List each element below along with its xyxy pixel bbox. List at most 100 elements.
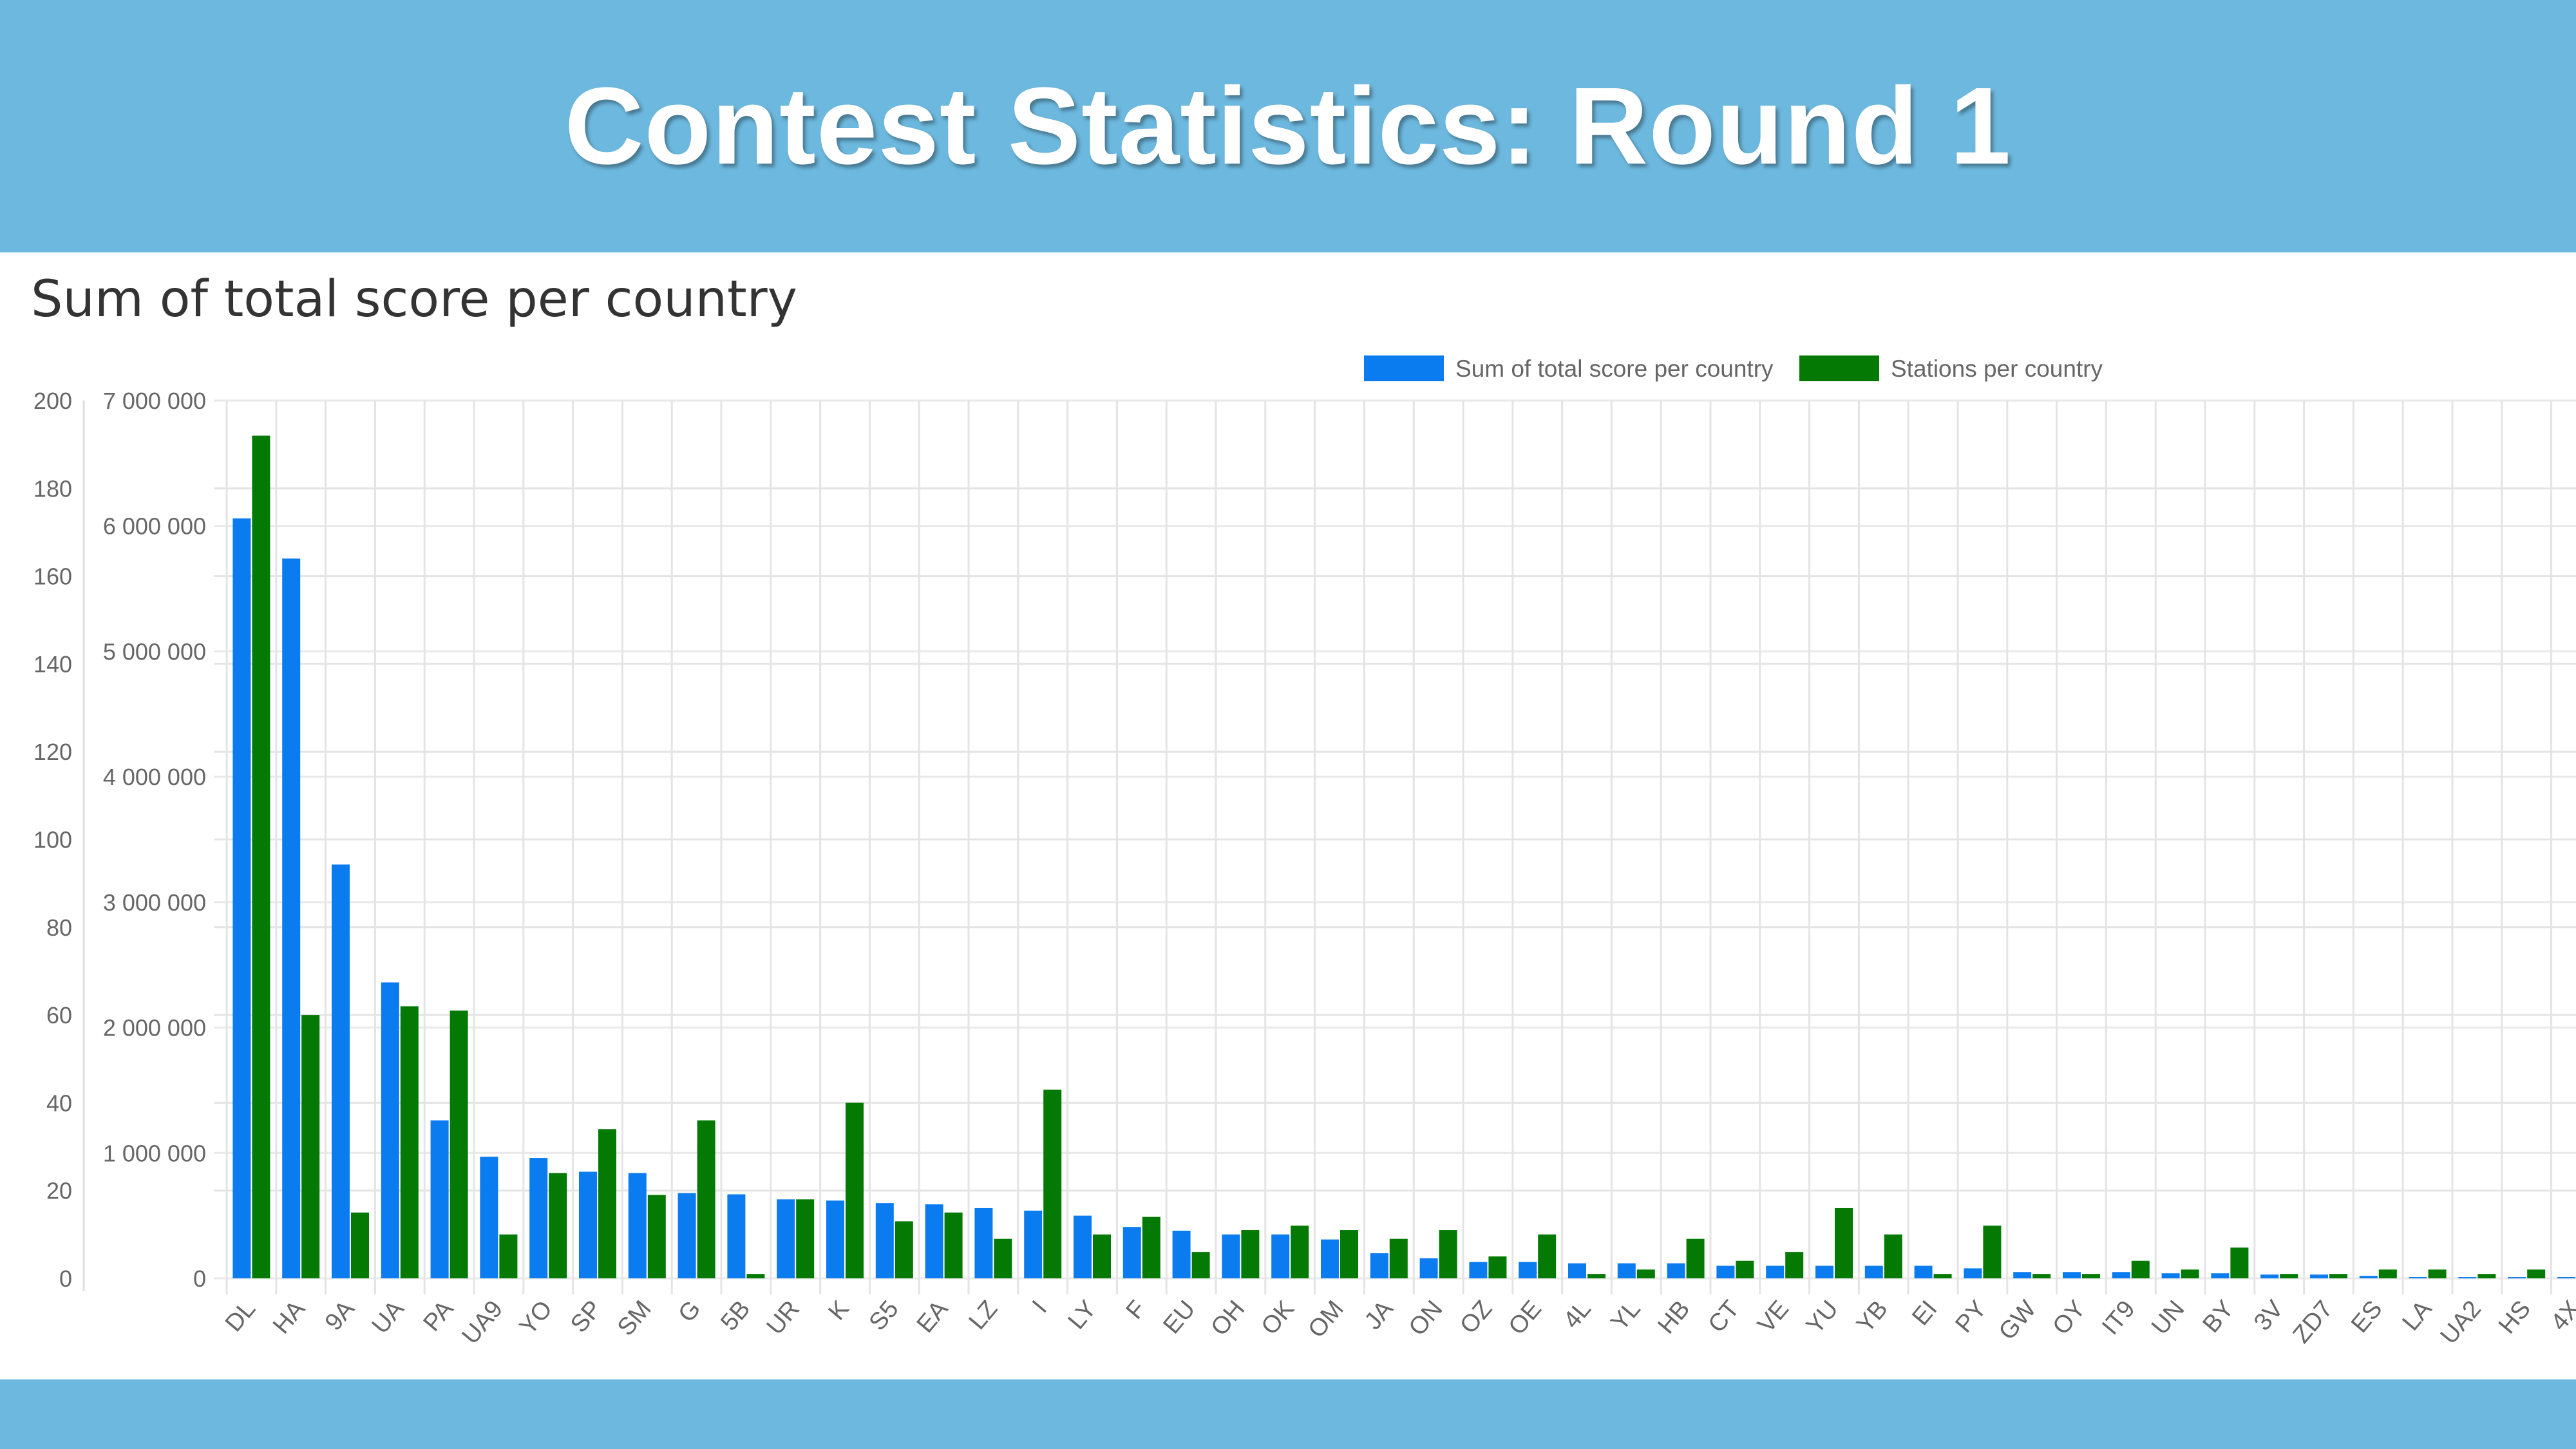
x-tick-label: 9A	[320, 1295, 360, 1336]
x-tick-label: HA	[268, 1295, 311, 1339]
bar-score-BY	[2211, 1273, 2230, 1278]
x-tick-label: UA	[367, 1295, 410, 1339]
bar-score-ES	[2359, 1276, 2378, 1278]
bar-stations-UA9	[499, 1234, 518, 1278]
bar-chart: 0 20 40 60 80 100 120 140 160 180 200 0 1 000 000 2 0…	[33, 355, 2576, 1350]
bar-score-OM	[1321, 1239, 1339, 1278]
x-tick-label: YB	[1852, 1296, 1893, 1338]
bar-score-9A	[332, 864, 350, 1278]
bar-score-EA	[925, 1204, 943, 1278]
chart-panel: Sum of total score per country 0 20 40 60 80…	[0, 252, 2576, 1379]
x-tick-label: IT9	[2097, 1296, 2140, 1340]
bar-stations-EI	[1933, 1274, 1952, 1278]
bar-stations-F	[1142, 1217, 1160, 1278]
x-tick-label: OZ	[1455, 1296, 1497, 1339]
x-tick-label: PA	[419, 1295, 459, 1336]
x-tick-label: G	[673, 1296, 706, 1328]
bar-score-4X	[2557, 1277, 2575, 1279]
bar-stations-HS	[2527, 1269, 2546, 1278]
x-tick-label: OK	[1256, 1296, 1300, 1340]
bar-stations-ES	[2378, 1269, 2397, 1278]
x-tick-label: YU	[1801, 1296, 1844, 1339]
bar-stations-DL	[252, 435, 270, 1278]
bar-stations-EU	[1191, 1252, 1210, 1278]
slide-title: Contest Statistics: Round 1	[564, 65, 2012, 187]
bar-score-OH	[1222, 1234, 1240, 1278]
bar-stations-OM	[1340, 1230, 1358, 1278]
legend-label-stations: Stations per country	[1891, 355, 2103, 382]
x-tick-label: ZD7	[2288, 1296, 2338, 1349]
bar-score-PY	[1964, 1268, 1982, 1278]
x-tick-label: LZ	[964, 1296, 1003, 1335]
x-tick-label: SM	[612, 1296, 657, 1341]
x-tick-label: EA	[912, 1295, 954, 1338]
x-tick-label: ON	[1404, 1296, 1448, 1341]
bar-score-UA	[381, 982, 399, 1278]
bar-stations-5B	[746, 1274, 765, 1278]
x-tick-label: ES	[2346, 1296, 2388, 1338]
bar-score-ON	[1419, 1258, 1438, 1278]
bar-stations-I	[1043, 1089, 1062, 1278]
x-tick-label: CT	[1703, 1296, 1745, 1338]
bar-stations-HA	[301, 1015, 320, 1278]
bar-stations-CT	[1736, 1260, 1754, 1278]
y-tick-label-score: 5 000 000	[103, 638, 206, 665]
bar-score-UN	[2161, 1273, 2180, 1278]
bar-score-LA	[2409, 1277, 2427, 1279]
y-tick-label-stations: 60	[46, 1002, 72, 1028]
bar-stations-YB	[1884, 1234, 1902, 1278]
y-tick-label-stations: 0	[59, 1265, 72, 1292]
bar-score-YU	[1815, 1265, 1833, 1278]
bar-stations-ON	[1439, 1230, 1457, 1278]
bar-score-SP	[579, 1171, 597, 1278]
x-tick-label: I	[1027, 1296, 1052, 1318]
bar-score-PA	[430, 1120, 449, 1278]
bar-score-YO	[529, 1158, 548, 1278]
x-tick-label: UA2	[2436, 1296, 2487, 1350]
bar-stations-OY	[2082, 1274, 2100, 1278]
bar-stations-OK	[1291, 1226, 1309, 1278]
x-tick-label: JA	[1359, 1295, 1399, 1334]
bar-score-S5	[875, 1203, 894, 1278]
bar-stations-LZ	[994, 1238, 1012, 1278]
x-tick-label: OM	[1303, 1296, 1349, 1343]
bar-stations-YO	[549, 1173, 567, 1278]
bar-stations-G	[697, 1120, 715, 1278]
bar-stations-ZD7	[2329, 1274, 2347, 1278]
y-tick-label-stations: 200	[33, 388, 72, 414]
x-tick-label: 4X	[2546, 1296, 2576, 1336]
bar-score-G	[677, 1193, 696, 1278]
bar-score-OZ	[1469, 1262, 1488, 1278]
bar-score-K	[826, 1200, 844, 1278]
x-tick-label: OH	[1206, 1296, 1250, 1341]
x-tick-label: 4L	[1558, 1296, 1596, 1334]
y-tick-label-score: 2 000 000	[103, 1015, 206, 1041]
bar-score-I	[1024, 1210, 1043, 1278]
bar-score-HS	[2508, 1277, 2526, 1279]
bar-score-VE	[1766, 1265, 1785, 1278]
bar-stations-UA	[400, 1006, 419, 1278]
bar-score-UA2	[2458, 1277, 2477, 1279]
x-tick-label: GW	[1994, 1296, 2041, 1345]
y-tick-label-score: 3 000 000	[103, 889, 206, 916]
bar-score-GW	[2013, 1272, 2032, 1278]
bar-score-UR	[777, 1199, 795, 1278]
bar-stations-OH	[1241, 1230, 1260, 1278]
bar-score-JA	[1370, 1253, 1388, 1278]
bar-score-YB	[1864, 1265, 1883, 1278]
y-tick-label-stations: 140	[33, 651, 72, 677]
y-tick-label-score: 0	[193, 1265, 206, 1292]
bar-stations-SM	[647, 1195, 666, 1278]
bar-stations-EA	[944, 1212, 963, 1278]
legend-swatch-score	[1364, 355, 1444, 381]
bar-score-EI	[1914, 1265, 1933, 1278]
bar-stations-OE	[1538, 1234, 1557, 1278]
bar-score-DL	[232, 518, 251, 1278]
x-tick-label: HB	[1653, 1296, 1695, 1339]
bar-score-HA	[282, 558, 301, 1278]
bar-stations-IT9	[2131, 1260, 2150, 1278]
x-tick-label: EU	[1158, 1296, 1200, 1339]
bar-stations-PY	[1983, 1226, 2002, 1278]
y-tick-label-score: 1 000 000	[103, 1140, 206, 1166]
bar-score-LY	[1074, 1215, 1092, 1278]
